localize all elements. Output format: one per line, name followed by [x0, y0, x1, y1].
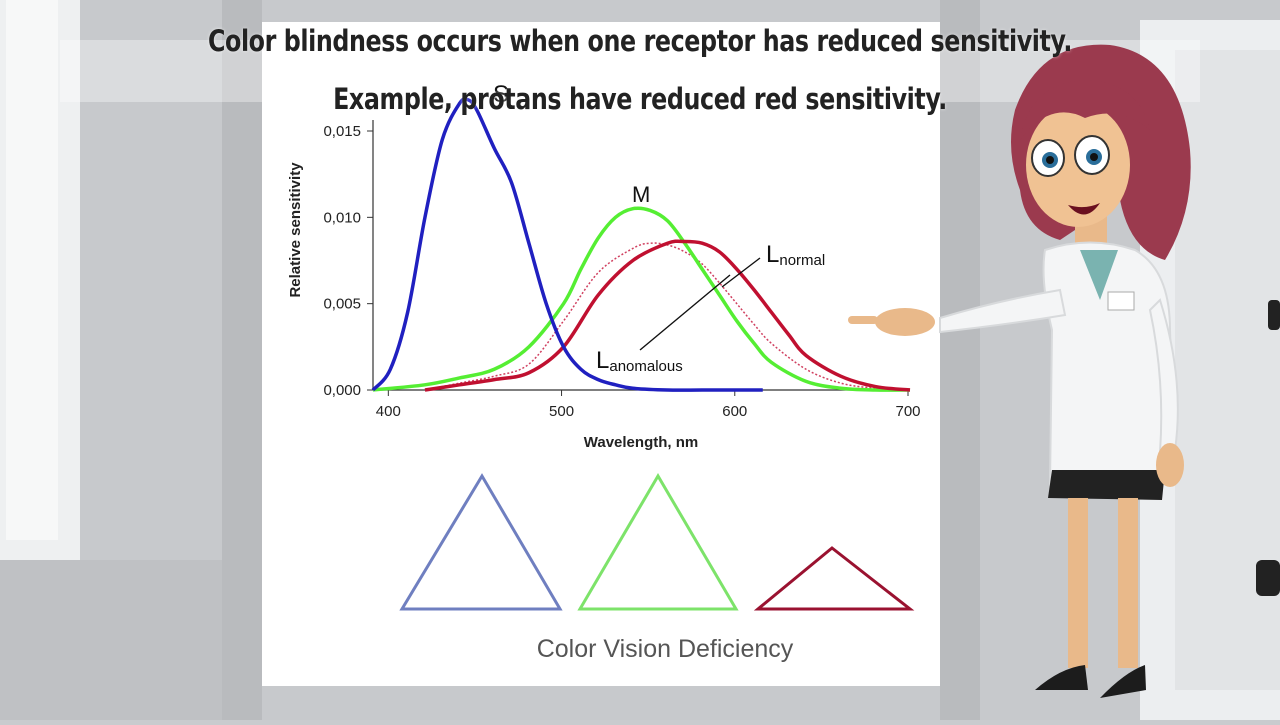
leg-left	[1068, 498, 1088, 668]
leg-right	[1118, 498, 1138, 668]
arm-pointing	[939, 288, 1067, 334]
x-tick-label: 500	[549, 403, 574, 420]
pupil-left-center	[1046, 156, 1054, 164]
y-tick-label: 0,015	[323, 123, 361, 140]
label-l-normal-sub: normal	[779, 252, 825, 269]
x-tick-label: 600	[722, 403, 747, 420]
hand-resting	[1156, 443, 1184, 487]
bangs	[1020, 80, 1150, 140]
label-l-normal: Lnormal	[766, 241, 825, 269]
mouth	[1068, 203, 1100, 215]
x-tick-label: 700	[895, 403, 920, 420]
deficiency-caption: Color Vision Deficiency	[537, 635, 794, 663]
window-pane	[6, 0, 58, 540]
sensitivity-chart: 0,000 0,005 0,010 0,015 400 500 600 700 Relati…	[287, 81, 921, 451]
cartoon-doctor	[848, 44, 1191, 698]
label-s: S	[493, 81, 509, 108]
id-badge	[1107, 291, 1135, 311]
x-ticks: 400 500 600 700	[376, 390, 921, 420]
door-handle-upper	[1268, 300, 1280, 330]
floor-left	[0, 560, 240, 720]
board-frame-right	[940, 0, 980, 720]
curve-l-normal	[424, 239, 911, 392]
door-handle-lower	[1256, 560, 1280, 596]
finger-pointing	[848, 316, 878, 324]
label-l-normal-main: L	[766, 241, 779, 268]
board-frame-left	[222, 0, 262, 720]
y-ticks: 0,000 0,005 0,010 0,015	[323, 123, 373, 399]
lab-coat	[1042, 241, 1177, 493]
pointer-line-anomalous	[639, 274, 731, 351]
y-axis-title: Relative sensitivity	[287, 162, 304, 298]
x-tick-label: 400	[376, 403, 401, 420]
caption-line-1: Color blindness occurs when one receptor…	[207, 24, 1073, 58]
label-l-anomalous: Lanomalous	[596, 347, 683, 375]
curve-l-anomalous	[424, 242, 911, 391]
triangle-m-cone	[577, 473, 739, 611]
label-m: M	[632, 182, 650, 207]
y-tick-label: 0,000	[323, 382, 361, 399]
y-tick-label: 0,010	[323, 209, 361, 226]
shoe-right	[1100, 665, 1146, 698]
skirt	[1048, 470, 1165, 500]
triangle-l-cone	[753, 546, 915, 611]
caption-line-2: Example, protans have reduced red sensit…	[333, 82, 947, 116]
y-tick-label: 0,005	[323, 296, 361, 313]
curve-m	[372, 206, 911, 392]
curve-s	[371, 96, 763, 392]
pupil-right-center	[1090, 153, 1098, 161]
pointer-line-normal	[721, 257, 761, 288]
x-axis-title: Wavelength, nm	[584, 434, 698, 451]
label-l-anomalous-main: L	[596, 347, 609, 374]
label-l-anomalous-sub: anomalous	[609, 358, 682, 375]
hand-pointing	[875, 308, 935, 336]
curves	[371, 96, 911, 392]
shoe-left	[1035, 665, 1088, 690]
shirt	[1080, 250, 1118, 300]
triangle-s-cone	[399, 473, 563, 611]
